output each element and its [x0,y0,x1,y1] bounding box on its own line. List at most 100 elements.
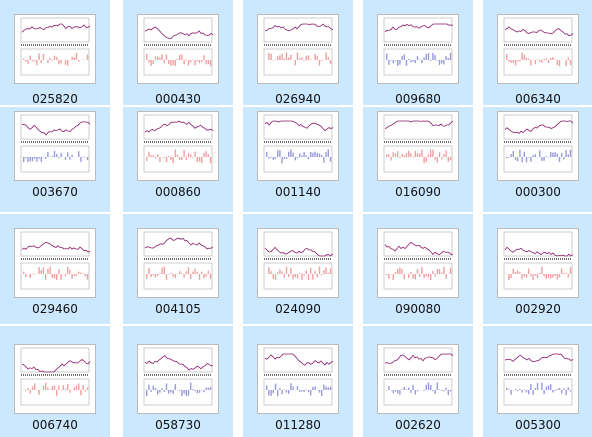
file-name: 026940 [275,92,321,106]
volume-bar [425,53,427,60]
volume-bar [552,274,554,278]
volume-bar [323,157,325,163]
volume-bar [80,390,82,396]
volume-bar [62,385,64,390]
volume-bar [152,155,154,157]
volume-bar [436,157,438,163]
volume-bar [532,155,534,157]
file-tile[interactable]: 000300 [483,107,592,212]
volume-bar [174,149,176,157]
volume-bar [163,390,165,392]
volume-bar [563,157,565,160]
plot-frame [503,262,573,290]
volume-bar [430,60,432,61]
volume-bar [47,387,49,390]
volume-bar [388,154,390,157]
volume-bar [283,274,285,278]
volume-bar [563,272,565,274]
plot-frame [20,17,90,43]
volume-bar [547,274,550,279]
volume-bar [168,60,170,64]
file-tile[interactable]: 001140 [243,107,353,212]
file-tile[interactable]: 026940 [243,0,353,106]
volume-bar [532,274,534,281]
volume-bar [198,60,201,64]
volume-bar [42,267,45,274]
volume-bar [432,270,434,274]
volume-bar [416,268,419,274]
volume-bar [268,390,270,396]
thumbnail [257,111,339,181]
price-line [144,26,214,40]
volume-bar [159,57,161,60]
thumbnail [497,14,579,84]
volume-bar [410,390,412,393]
volume-bar [187,60,190,66]
volume-bar [414,60,416,64]
file-tile[interactable]: 005300 [483,326,592,437]
volume-bar [525,57,528,60]
volume-bar [150,155,152,157]
file-tile[interactable]: 011280 [243,326,353,437]
volume-bar [318,390,321,393]
file-name: 001140 [275,185,321,199]
volume-bar [51,156,53,157]
volume-bar [283,157,285,159]
file-tile[interactable]: 058730 [123,326,233,437]
volume-bar [438,389,441,390]
volume-bar [397,151,399,157]
volume-bar [201,157,203,164]
plot-frame [20,114,90,140]
volume-bar [421,149,423,157]
file-tile[interactable]: 000430 [123,0,233,106]
price-line [384,120,454,129]
volume-bar [266,152,268,157]
plot-frame [503,145,573,173]
file-tile[interactable]: 004105 [123,214,233,324]
plot-frame [503,378,573,406]
volume-bar [78,151,80,157]
volume-bar [49,57,51,60]
volume-bar [506,53,508,60]
plot-frame [143,48,213,76]
file-tile[interactable]: 016090 [363,107,473,212]
file-tile[interactable]: 090080 [363,214,473,324]
volume-bar [405,389,408,390]
volume-bar [430,149,432,157]
volume-bar [290,54,292,60]
thumbnail [377,111,459,181]
volume-bar [536,274,539,279]
volume-bar [205,60,207,65]
plot-frame [20,262,90,290]
volume-bar [386,154,388,157]
volume-bar [165,274,168,281]
thumbnail [14,228,96,298]
volume-bar [157,274,159,276]
volume-bar [569,149,572,157]
volume-bar [427,274,430,278]
file-tile[interactable]: 024090 [243,214,353,324]
plot-frame [503,48,573,76]
file-tile[interactable]: 002920 [483,214,592,324]
plot-frame [383,347,453,373]
volume-bar [323,270,325,274]
volume-bar [290,383,292,390]
volume-bar [441,390,443,391]
file-tile[interactable]: 029460 [0,214,110,324]
file-tile[interactable]: 000860 [123,107,233,212]
volume-bar [552,152,554,157]
file-tile[interactable]: 002620 [363,326,473,437]
volume-bar [541,60,543,63]
file-tile[interactable]: 006740 [0,326,110,437]
volume-bar [84,274,86,277]
volume-bar [67,383,69,390]
file-tile[interactable]: 009680 [363,0,473,106]
file-tile[interactable]: 006340 [483,0,592,106]
volume-bar [547,60,550,64]
thumbnail [257,14,339,84]
volume-bar [274,157,277,159]
volume-bar [519,272,521,274]
file-tile[interactable]: 025820 [0,0,110,106]
volume-bar [34,383,36,390]
file-tile[interactable]: 003670 [0,107,110,212]
